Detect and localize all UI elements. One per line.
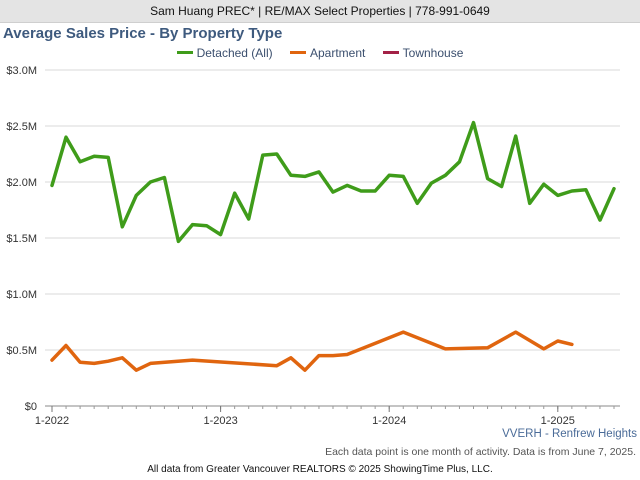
legend-swatch-townhouse [382, 51, 399, 55]
legend-label-detached: Detached (All) [196, 46, 273, 60]
legend-item-apartment[interactable]: Apartment [289, 46, 366, 60]
y-tick-label: $3.0M [6, 65, 37, 77]
legend-item-detached[interactable]: Detached (All) [176, 46, 273, 60]
y-tick-label: $1.5M [6, 233, 37, 245]
area-label: VVERH - Renfrew Heights [502, 428, 637, 440]
y-tick-label: $2.0M [6, 177, 37, 189]
agent-header: Sam Huang PREC* | RE/MAX Select Properti… [0, 0, 640, 23]
data-note: Each data point is one month of activity… [325, 446, 636, 458]
x-tick-label: 1-2025 [541, 415, 575, 427]
legend-swatch-apartment [289, 51, 306, 55]
x-tick-label: 1-2024 [372, 415, 406, 427]
x-tick-label: 1-2023 [203, 415, 237, 427]
series-line-detached-all [50, 120, 616, 244]
y-tick-label: $1.0M [6, 289, 37, 301]
y-tick-label: $0 [25, 401, 37, 413]
legend-swatch-detached [176, 51, 193, 55]
copyright-notice: All data from Greater Vancouver REALTORS… [147, 464, 493, 475]
legend-label-townhouse: Townhouse [402, 46, 464, 60]
line-chart: $0 $0.5M $1.0M $1.5M $2.0M $2.5M $3.0M 1-2022 1-… [6, 65, 620, 427]
chart-title: Average Sales Price - By Property Type [3, 25, 283, 42]
chart-legend: Detached (All) Apartment Townhouse [0, 46, 640, 60]
legend-item-townhouse[interactable]: Townhouse [382, 46, 464, 60]
y-tick-label: $2.5M [6, 121, 37, 133]
y-tick-label: $0.5M [6, 345, 37, 357]
series-line-apartment [50, 330, 574, 372]
x-tick-label: 1-2022 [35, 415, 69, 427]
legend-label-apartment: Apartment [309, 46, 366, 60]
